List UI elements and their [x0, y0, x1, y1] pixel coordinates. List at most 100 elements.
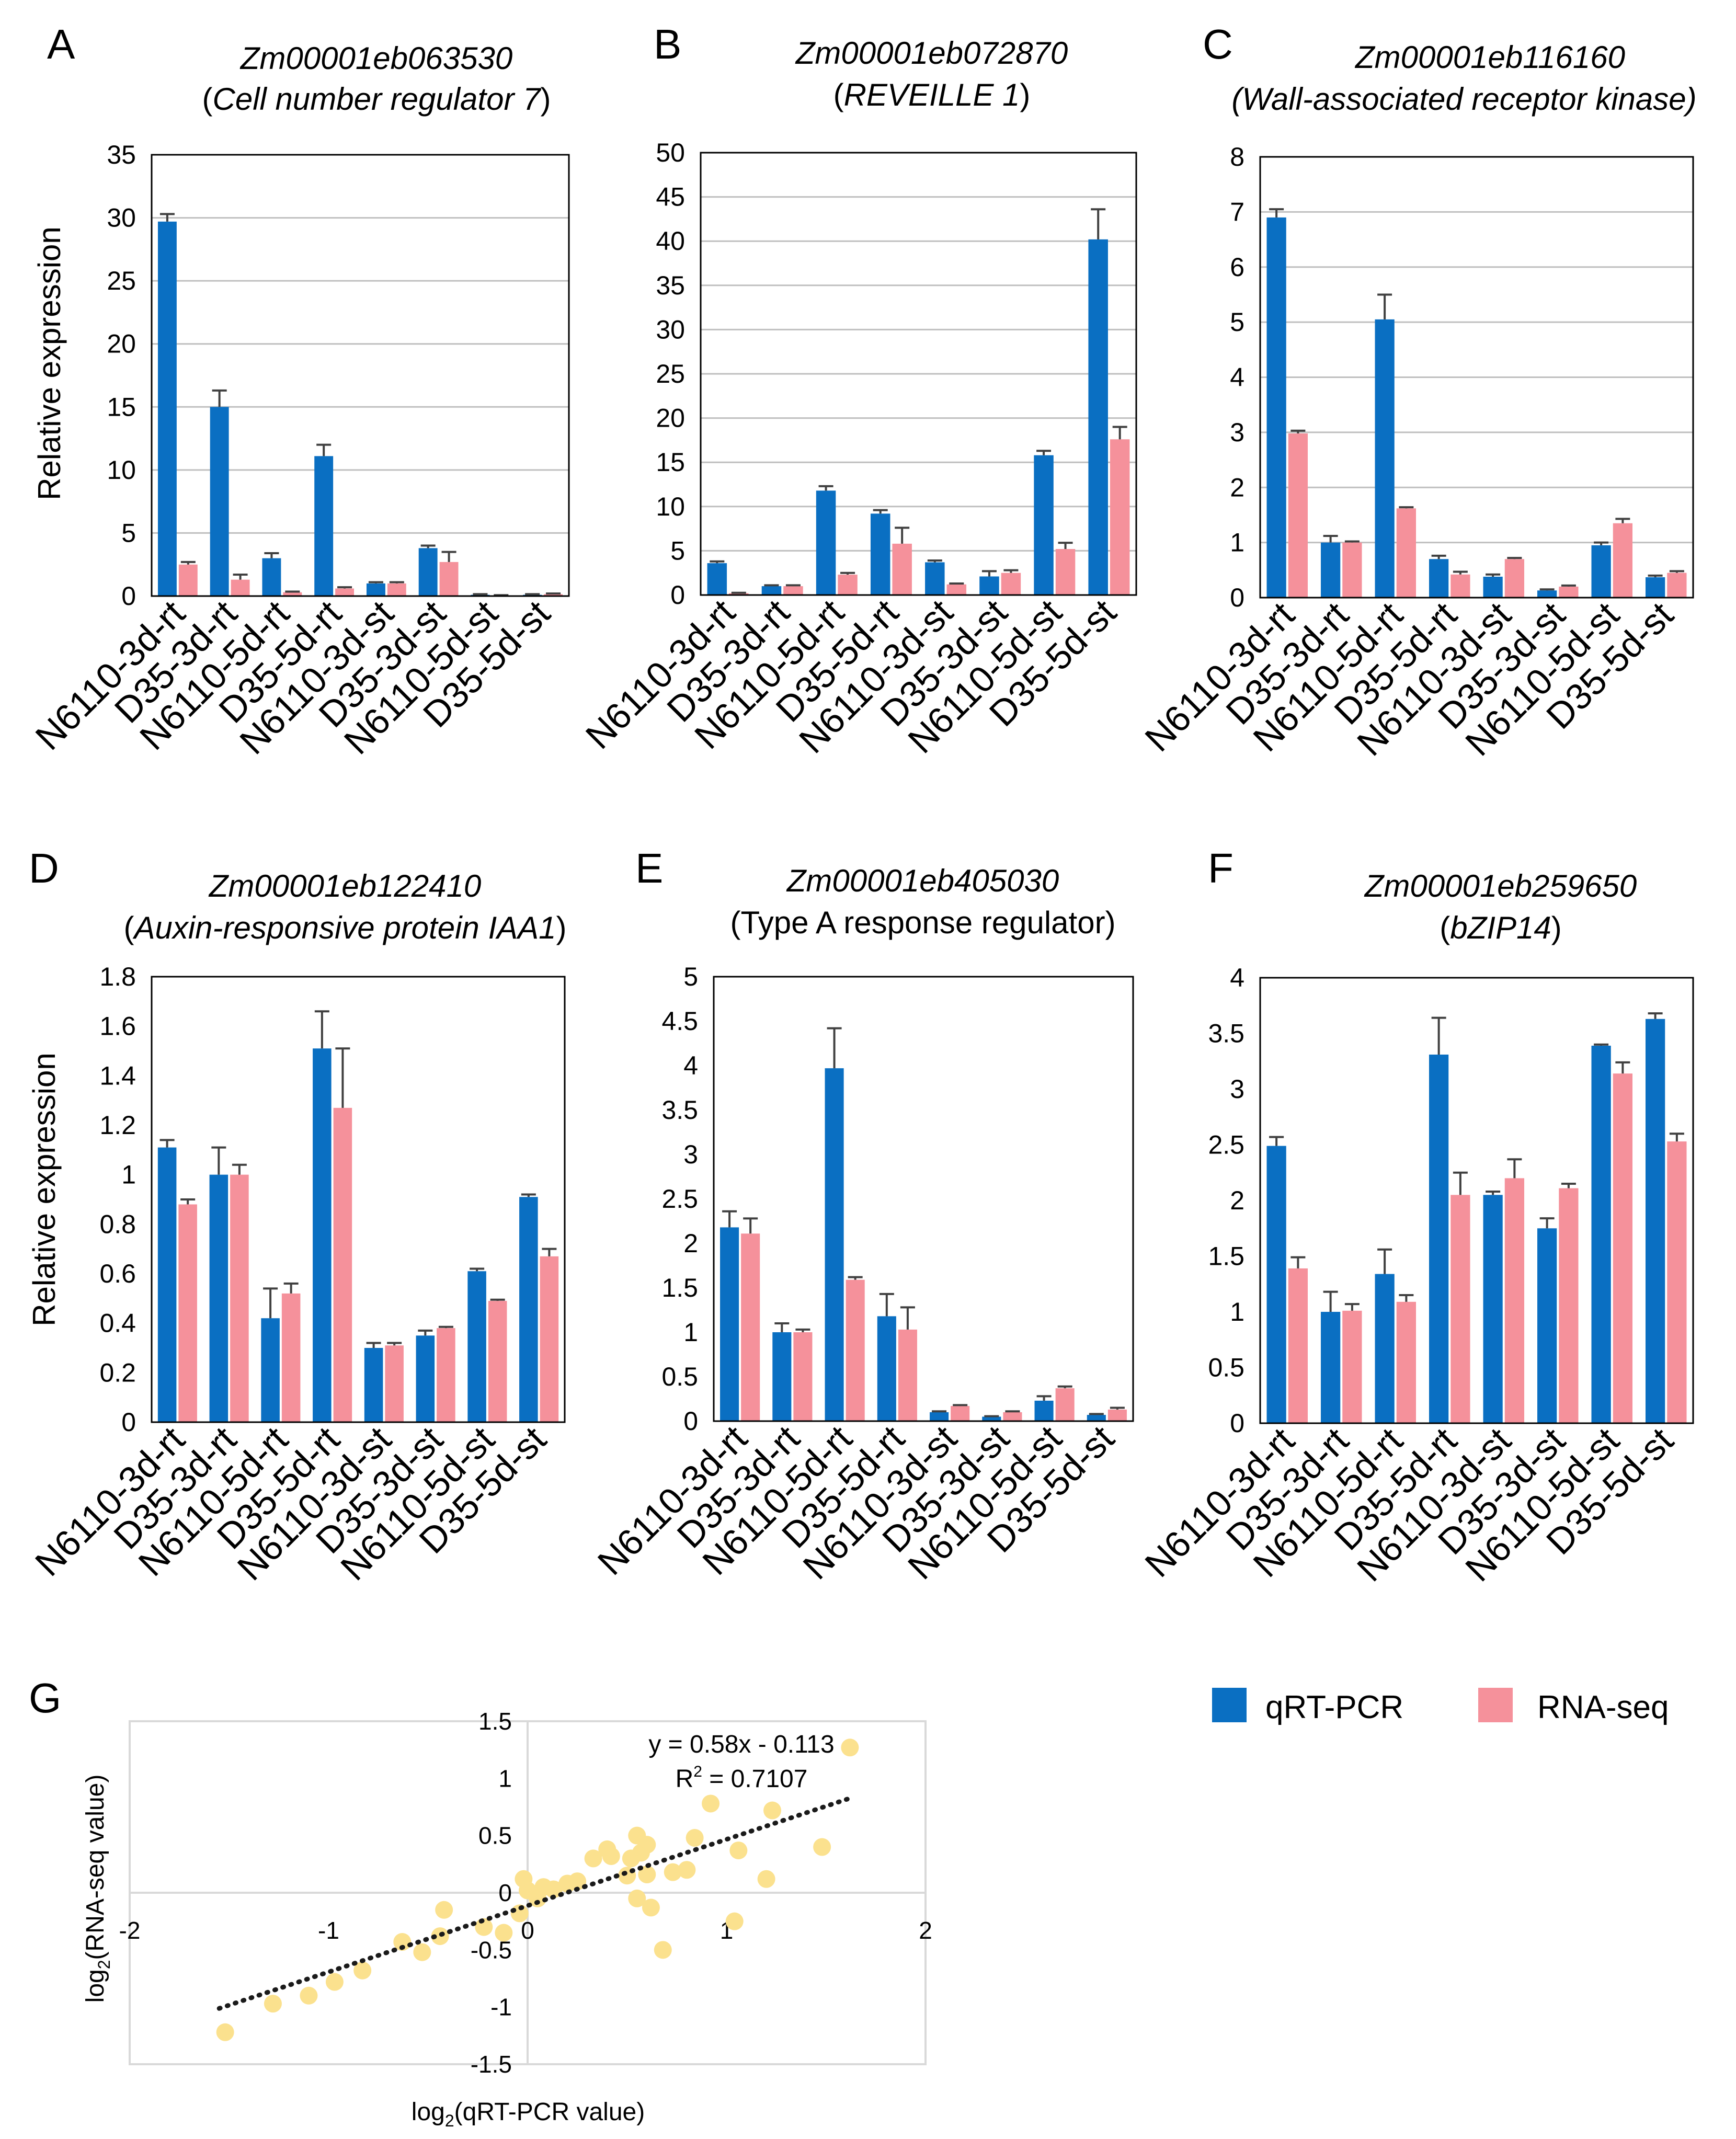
scatter-point [664, 1863, 682, 1881]
bar-e-qrt-pcr [772, 1332, 792, 1421]
y-tick-label-d: 0.6 [99, 1259, 136, 1288]
y-tick-label-d: 0.8 [99, 1209, 136, 1239]
legend-label-qrt-pcr: qRT-PCR [1265, 1689, 1403, 1725]
bar-c-rna-seq [1451, 574, 1470, 598]
bar-e-qrt-pcr [877, 1316, 896, 1421]
scatter-x-tick-label: 2 [919, 1917, 932, 1944]
y-tick-label-f: 1 [1230, 1297, 1244, 1326]
bar-b-rna-seq [1001, 573, 1021, 595]
scatter-point [325, 1973, 344, 1991]
panel-label-c: C [1203, 21, 1233, 67]
bar-e-rna-seq [793, 1332, 813, 1421]
bar-e-rna-seq [741, 1233, 760, 1421]
title-c-gene: Zm00001eb116160 [1354, 40, 1625, 75]
scatter-point [813, 1838, 831, 1856]
title-e-annotation: (Type A response regulator) [730, 905, 1115, 940]
panel-label-b: B [654, 21, 681, 67]
bar-f-qrt-pcr [1266, 1146, 1286, 1423]
bar-b-rna-seq [946, 584, 967, 595]
scatter-point [584, 1849, 602, 1868]
bar-b-qrt-pcr [1034, 455, 1054, 595]
bar-c-qrt-pcr [1645, 577, 1665, 598]
y-axis-title-bottom: Relative expression [27, 1053, 62, 1326]
bar-a-qrt-pcr [366, 583, 385, 596]
y-tick-label-c: 2 [1230, 473, 1244, 502]
scatter-equation: y = 0.58x - 0.113 [648, 1731, 834, 1758]
scatter-y-tick-label: -1.5 [471, 2051, 512, 2078]
bar-c-rna-seq [1559, 586, 1579, 598]
bar-e-qrt-pcr [1087, 1415, 1106, 1421]
bar-e-rna-seq [898, 1329, 917, 1421]
scatter-y-tick-label: 0.5 [478, 1822, 512, 1849]
bar-c-qrt-pcr [1483, 576, 1503, 598]
scatter-y-axis-title: log2(RNA-seq value) [82, 1775, 113, 2003]
y-tick-label-a: 25 [107, 266, 136, 295]
bar-d-qrt-pcr [261, 1318, 280, 1422]
y-tick-label-f: 4 [1230, 963, 1244, 992]
y-tick-label-c: 6 [1230, 253, 1244, 282]
scatter-point [544, 1880, 563, 1898]
y-tick-label-b: 35 [656, 271, 685, 300]
scatter-r-squared: R2 = 0.7107 [676, 1763, 808, 1793]
bar-d-qrt-pcr [313, 1048, 332, 1422]
bar-f-qrt-pcr [1645, 1019, 1665, 1423]
title-e-gene: Zm00001eb405030 [786, 863, 1059, 898]
y-tick-label-c: 1 [1230, 528, 1244, 557]
bar-d-rna-seq [333, 1107, 352, 1422]
scatter-y-tick-label: 1 [498, 1765, 512, 1792]
bar-c-qrt-pcr [1591, 545, 1611, 598]
scatter-y-tick-label: 0 [498, 1879, 512, 1906]
bar-a-rna-seq [387, 583, 406, 596]
y-tick-label-f: 3 [1230, 1074, 1244, 1104]
panel-label-a: A [47, 21, 75, 67]
bar-d-qrt-pcr [467, 1271, 486, 1422]
scatter-point [393, 1933, 412, 1951]
bar-f-rna-seq [1396, 1301, 1417, 1423]
y-axis-title-top: Relative expression [32, 226, 67, 500]
y-tick-label-b: 40 [656, 226, 685, 256]
bar-c-rna-seq [1667, 573, 1687, 598]
bar-b-rna-seq [1110, 439, 1130, 595]
bar-c-rna-seq [1396, 508, 1417, 598]
bar-c-qrt-pcr [1537, 590, 1557, 598]
y-tick-label-a: 15 [107, 392, 136, 421]
bar-a-rna-seq [335, 588, 355, 596]
y-tick-label-e: 4.5 [661, 1006, 698, 1036]
y-tick-label-a: 0 [121, 581, 136, 611]
bar-b-rna-seq [838, 575, 858, 595]
scatter-y-tick-label: 1.5 [478, 1708, 512, 1735]
legend-label-rna-seq: RNA-seq [1537, 1689, 1669, 1725]
bar-d-rna-seq [178, 1204, 197, 1422]
y-tick-label-d: 1.4 [99, 1061, 136, 1090]
scatter-point [264, 1995, 282, 2013]
scatter-point [686, 1829, 704, 1847]
title-b-gene: Zm00001eb072870 [795, 36, 1068, 71]
y-tick-label-a: 30 [107, 203, 136, 233]
panel-label-d: D [29, 845, 59, 891]
bar-c-qrt-pcr [1375, 319, 1395, 598]
bar-e-qrt-pcr [982, 1416, 1001, 1421]
scatter-point [628, 1889, 646, 1907]
bar-d-qrt-pcr [519, 1197, 538, 1422]
bar-f-rna-seq [1667, 1141, 1687, 1423]
y-tick-label-d: 0.2 [99, 1358, 136, 1387]
plot-frame-f [1259, 977, 1694, 1424]
title-a-annotation: (Cell number regulator 7) [202, 82, 551, 117]
bar-d-rna-seq [385, 1345, 404, 1422]
scatter-point [216, 2023, 234, 2041]
y-tick-label-c: 7 [1230, 197, 1244, 226]
scatter-x-axis-title: log2(qRT-PCR value) [412, 2098, 645, 2130]
bar-d-qrt-pcr [364, 1348, 383, 1422]
y-tick-label-f: 1.5 [1208, 1242, 1244, 1271]
bar-d-qrt-pcr [416, 1335, 435, 1422]
bar-c-rna-seq [1288, 433, 1308, 598]
bar-f-qrt-pcr [1483, 1195, 1503, 1423]
y-tick-label-d: 0.4 [99, 1309, 136, 1338]
scatter-point [300, 1986, 318, 2005]
panel-label-f: F [1208, 845, 1234, 891]
y-tick-label-c: 8 [1230, 142, 1244, 171]
y-tick-label-f: 0 [1230, 1409, 1244, 1438]
title-b-annotation: (REVEILLE 1) [833, 77, 1031, 112]
bar-b-qrt-pcr [1088, 239, 1108, 595]
y-tick-label-b: 10 [656, 492, 685, 521]
